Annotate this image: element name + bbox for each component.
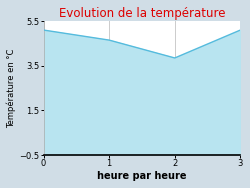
X-axis label: heure par heure: heure par heure <box>97 171 187 181</box>
Y-axis label: Température en °C: Température en °C <box>7 49 16 128</box>
Title: Evolution de la température: Evolution de la température <box>59 7 225 20</box>
